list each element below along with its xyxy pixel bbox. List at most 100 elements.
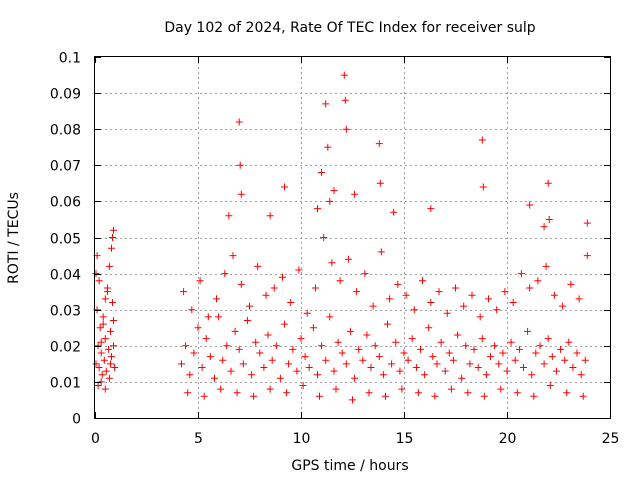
data-point: [341, 96, 349, 104]
data-point: [544, 335, 552, 343]
data-point: [100, 356, 108, 364]
data-point: [320, 234, 328, 241]
data-point: [229, 252, 237, 260]
data-point: [493, 306, 501, 314]
data-point: [351, 190, 359, 198]
data-point: [324, 143, 332, 151]
data-point: [528, 371, 536, 379]
data-point: [552, 367, 560, 375]
data-point: [283, 389, 291, 397]
data-point: [289, 345, 297, 353]
data-point: [559, 302, 567, 310]
data-point: [532, 349, 540, 357]
data-point: [95, 364, 103, 371]
data-point: [346, 327, 354, 335]
data-point: [293, 367, 301, 375]
data-point: [497, 385, 505, 393]
data-point: [487, 353, 494, 361]
data-point: [243, 317, 251, 324]
data-point: [427, 205, 435, 213]
data-point: [314, 371, 321, 379]
data-point: [408, 335, 416, 343]
data-point: [563, 389, 571, 397]
data-point: [99, 320, 107, 328]
data-point: [499, 349, 507, 357]
data-point: [250, 392, 258, 400]
data-point: [419, 277, 426, 285]
data-point: [266, 385, 274, 393]
y-tick-label: 0.04: [50, 268, 81, 284]
data-point: [107, 327, 114, 335]
data-point: [396, 367, 404, 375]
data-point: [328, 259, 336, 267]
data-point: [281, 183, 288, 191]
data-point: [262, 291, 270, 299]
data-point: [110, 226, 117, 234]
grid-layer: [95, 57, 610, 418]
x-tick-label: 0: [91, 431, 100, 447]
data-point: [194, 324, 202, 332]
data-point: [237, 190, 245, 198]
y-tick-label: 0.06: [50, 195, 81, 211]
data-point: [211, 374, 218, 382]
data-point: [526, 284, 534, 292]
data-point: [410, 306, 418, 314]
data-point: [398, 385, 406, 393]
data-point: [215, 313, 223, 321]
data-point: [466, 360, 474, 368]
data-point: [202, 335, 210, 343]
data-point: [227, 367, 235, 375]
data-point: [363, 331, 371, 339]
data-point: [412, 364, 420, 371]
data-point: [536, 342, 544, 350]
data-point: [110, 317, 117, 324]
data-point: [295, 266, 303, 274]
data-point: [109, 234, 116, 241]
data-point: [379, 371, 387, 379]
plot-frame: [94, 56, 611, 419]
data-point: [92, 270, 100, 278]
data-point: [454, 331, 462, 339]
data-point: [340, 71, 348, 79]
data-point: [464, 389, 472, 397]
data-point: [108, 244, 115, 252]
data-point: [94, 342, 102, 350]
data-point: [105, 262, 113, 270]
data-point: [279, 273, 286, 281]
data-point: [264, 331, 272, 339]
data-point: [491, 342, 499, 350]
data-point: [338, 349, 346, 357]
data-point: [225, 212, 233, 220]
points-layer: [92, 71, 591, 404]
data-point: [517, 270, 525, 278]
data-point: [190, 349, 198, 357]
data-point: [402, 291, 410, 299]
data-point: [421, 371, 429, 379]
data-point: [427, 299, 435, 306]
data-point: [577, 371, 585, 379]
x-tick-label: 15: [396, 431, 414, 447]
data-point: [342, 125, 350, 133]
data-point: [583, 219, 591, 227]
data-point: [98, 371, 106, 379]
data-point: [351, 374, 359, 382]
data-point: [297, 335, 305, 343]
data-point: [478, 335, 486, 343]
data-point: [104, 345, 112, 353]
data-point: [246, 302, 253, 310]
data-point: [480, 392, 488, 400]
data-point: [196, 277, 204, 285]
data-point: [575, 295, 583, 303]
data-point: [97, 349, 105, 357]
data-point: [270, 284, 278, 292]
data-point: [468, 291, 476, 299]
y-tick-label: 0.02: [50, 340, 81, 356]
data-point: [476, 313, 484, 321]
data-point: [445, 349, 453, 357]
data-point: [235, 118, 243, 126]
data-point: [392, 338, 400, 346]
data-point: [540, 360, 548, 368]
data-point: [326, 197, 334, 205]
